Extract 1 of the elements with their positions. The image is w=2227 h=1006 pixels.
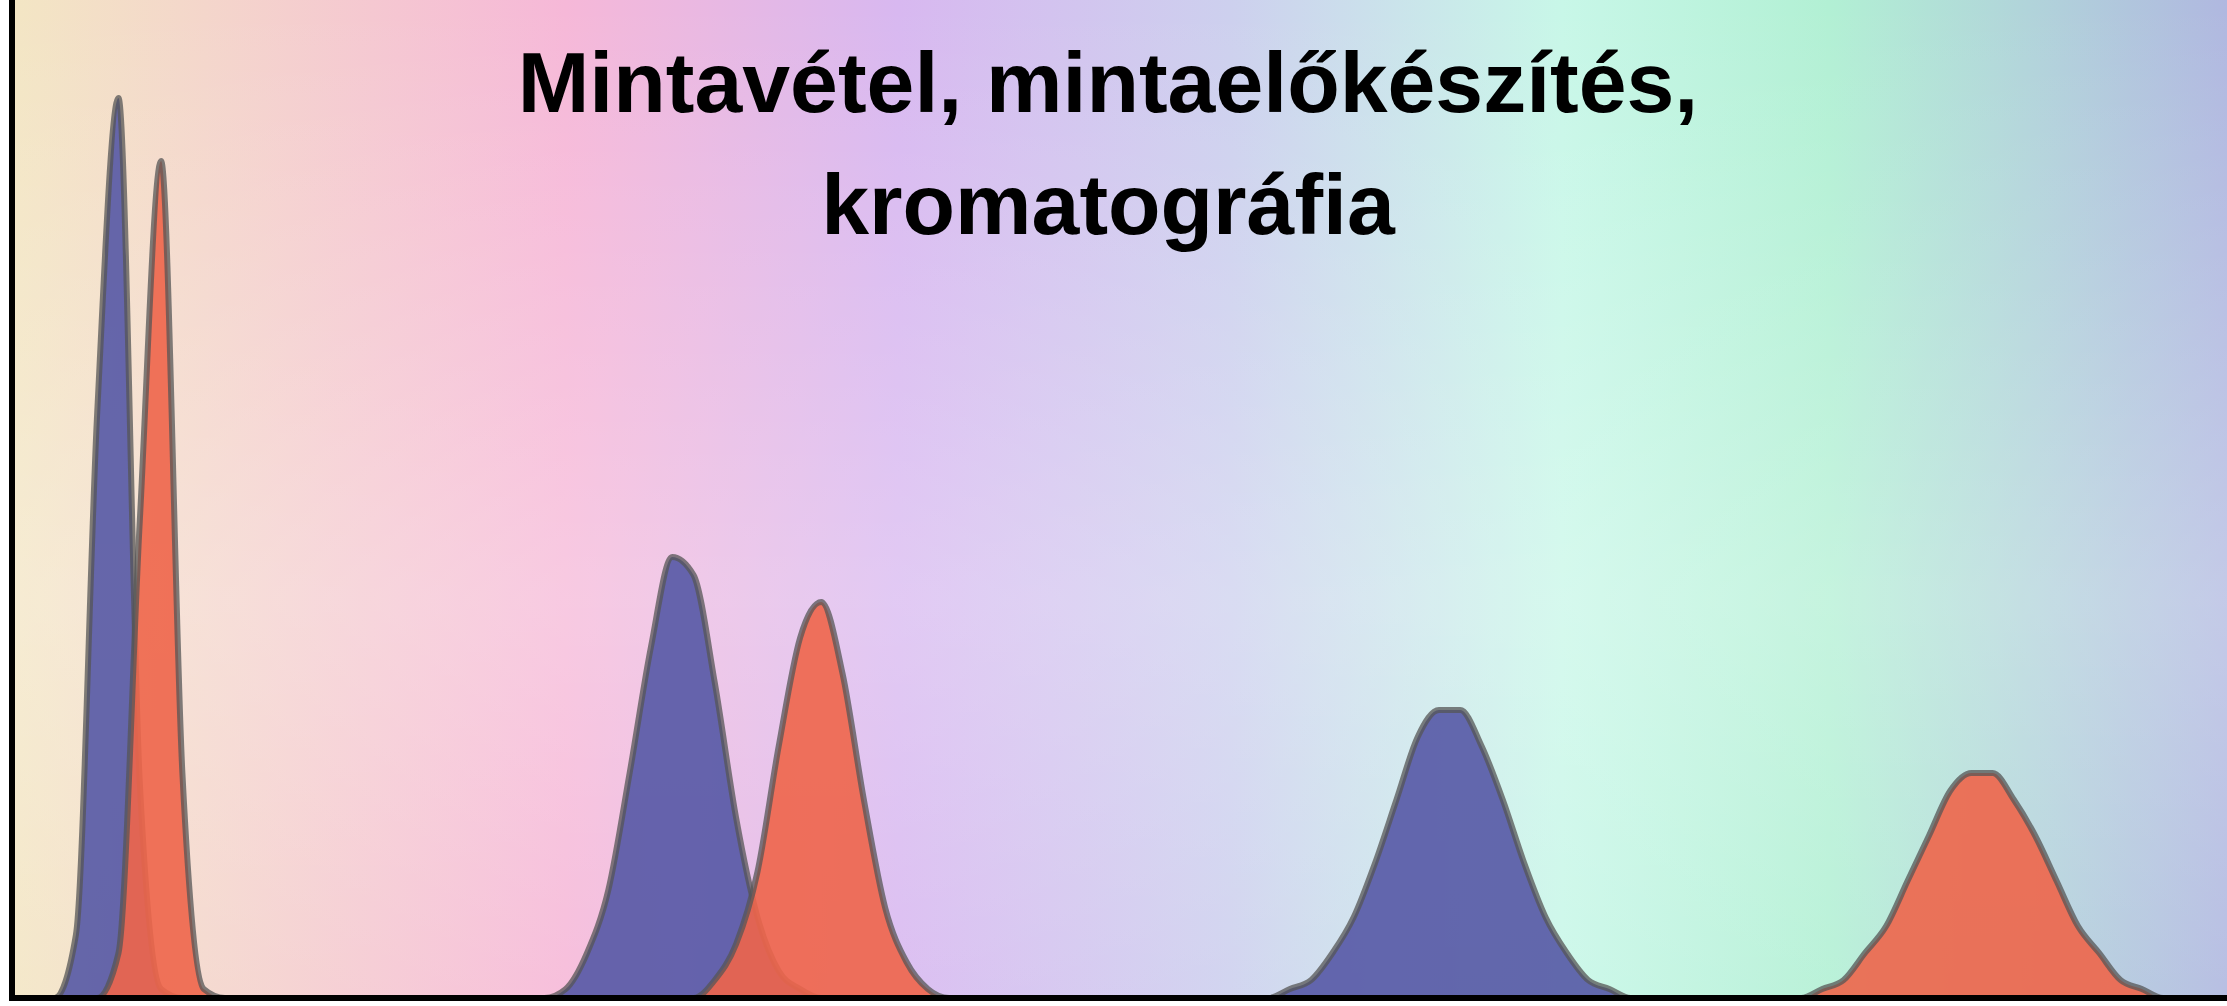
chart-title: Mintavétel, mintaelőkészítés, kromatográfia xyxy=(517,34,1699,252)
